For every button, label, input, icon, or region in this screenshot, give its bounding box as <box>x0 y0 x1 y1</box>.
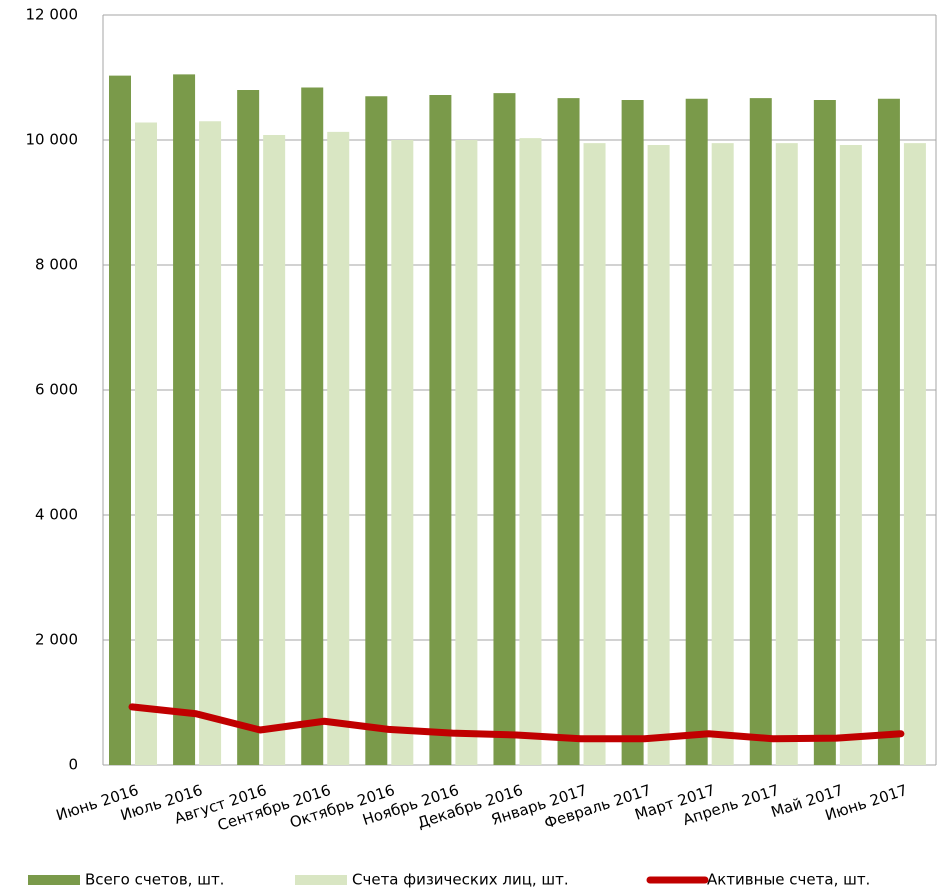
y-tick-label: 8 000 <box>35 256 78 274</box>
bar <box>455 140 478 765</box>
legend-label: Счета физических лиц, шт. <box>352 871 569 889</box>
y-tick-label: 0 <box>68 756 78 774</box>
bar <box>301 87 324 765</box>
legend-swatch <box>28 875 80 885</box>
bar <box>557 98 580 765</box>
bar <box>813 100 836 765</box>
bar <box>237 90 260 765</box>
bar <box>621 100 644 765</box>
bar <box>775 143 798 765</box>
bar <box>711 143 734 765</box>
bar <box>365 96 388 765</box>
bar <box>877 98 900 765</box>
bar <box>173 74 196 765</box>
y-tick-label: 2 000 <box>35 631 78 649</box>
y-tick-label: 4 000 <box>35 506 78 524</box>
y-tick-label: 6 000 <box>35 381 78 399</box>
bar <box>839 145 862 765</box>
bar <box>493 93 516 765</box>
y-tick-label: 12 000 <box>26 6 79 24</box>
bar <box>583 143 606 765</box>
y-tick-label: 10 000 <box>26 131 79 149</box>
bar <box>327 131 350 765</box>
bar <box>685 98 708 765</box>
legend-swatch <box>295 875 347 885</box>
bar <box>749 98 772 765</box>
bar <box>109 75 131 765</box>
bar <box>199 121 222 765</box>
bar <box>647 145 670 765</box>
bar <box>135 122 157 765</box>
bar <box>903 143 926 765</box>
line <box>128 703 905 743</box>
bar <box>391 140 414 765</box>
bar <box>519 138 542 765</box>
bar <box>263 135 286 765</box>
legend-label: Активные счета, шт. <box>707 871 870 889</box>
bar <box>429 95 452 765</box>
legend-label: Всего счетов, шт. <box>85 871 224 889</box>
